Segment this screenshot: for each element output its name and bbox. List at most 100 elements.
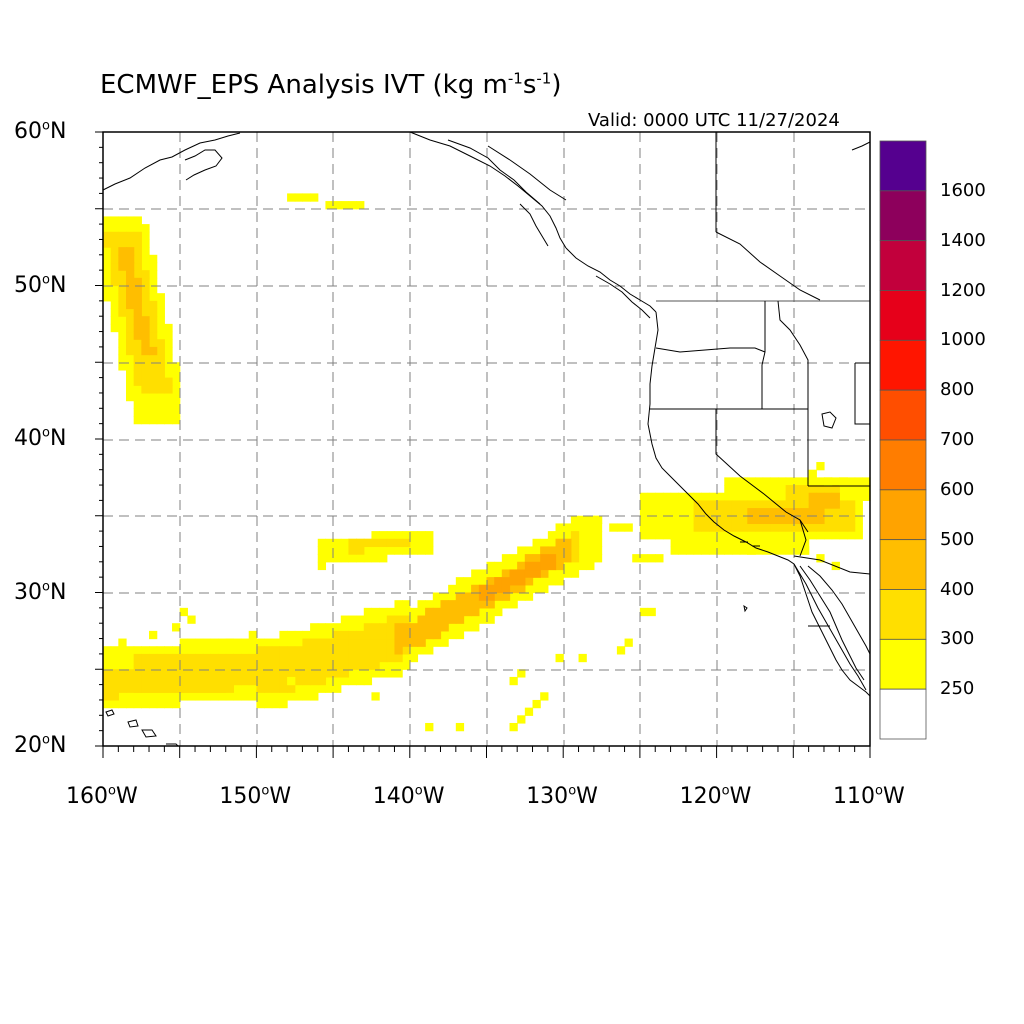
ivt-cell bbox=[463, 607, 472, 617]
lat-label-hemisphere: N bbox=[49, 733, 67, 758]
ivt-cell bbox=[839, 485, 848, 494]
ivt-cell bbox=[133, 346, 142, 356]
ivt-cell bbox=[578, 561, 587, 571]
ivt-cell bbox=[716, 546, 725, 555]
ivt-cell bbox=[394, 630, 403, 640]
colorbar-swatch bbox=[879, 290, 927, 341]
ivt-cell bbox=[149, 377, 158, 386]
ivt-cell bbox=[739, 531, 748, 540]
ivt-cell bbox=[800, 508, 810, 517]
ivt-cell bbox=[586, 515, 595, 525]
ivt-cell bbox=[494, 577, 503, 586]
ivt-cell bbox=[248, 646, 257, 655]
ivt-cell bbox=[716, 531, 725, 540]
ivt-cell bbox=[141, 254, 150, 264]
ivt-cell bbox=[133, 224, 142, 233]
ivt-cell bbox=[762, 515, 771, 525]
ivt-cell bbox=[126, 661, 135, 670]
degree-symbol: o bbox=[261, 783, 270, 799]
ivt-cell bbox=[356, 661, 365, 670]
ivt-cell bbox=[302, 676, 311, 686]
ivt-cell bbox=[126, 323, 135, 333]
ivt-cell bbox=[670, 492, 679, 501]
ivt-cell bbox=[517, 592, 526, 601]
ivt-cell bbox=[333, 653, 342, 663]
ivt-cell bbox=[417, 607, 426, 617]
ivt-cell bbox=[271, 653, 281, 663]
ivt-cell bbox=[202, 661, 211, 670]
ivt-cell bbox=[287, 638, 296, 647]
lon-label-value: 110 bbox=[833, 784, 875, 809]
ivt-cell bbox=[317, 646, 327, 655]
ivt-cell bbox=[478, 600, 488, 609]
ivt-cell bbox=[478, 615, 488, 624]
ivt-cell bbox=[118, 669, 127, 678]
ivt-cell bbox=[823, 508, 833, 517]
ivt-cell bbox=[440, 592, 449, 601]
ivt-cell bbox=[164, 415, 173, 425]
ivt-cell bbox=[363, 554, 373, 563]
ivt-cell bbox=[149, 415, 158, 425]
ivt-cell bbox=[509, 600, 518, 609]
ivt-cell bbox=[402, 638, 411, 647]
ivt-cell bbox=[693, 500, 702, 509]
ivt-cell bbox=[149, 277, 158, 287]
ivt-cell bbox=[164, 408, 173, 417]
ivt-cell bbox=[770, 546, 779, 555]
ivt-cell bbox=[294, 630, 304, 640]
ivt-cell bbox=[701, 531, 710, 540]
ivt-cell bbox=[800, 492, 810, 501]
ivt-cell bbox=[501, 569, 511, 578]
ivt-cell bbox=[570, 538, 580, 548]
ivt-cell bbox=[141, 699, 150, 709]
lon-label-value: 130 bbox=[526, 784, 569, 809]
ivt-cell bbox=[409, 538, 419, 548]
ivt-cell bbox=[831, 523, 840, 532]
ivt-cell bbox=[141, 676, 150, 686]
ivt-cell bbox=[363, 538, 373, 548]
ivt-cell bbox=[149, 661, 158, 670]
ivt-cell bbox=[348, 669, 357, 678]
ivt-cell bbox=[210, 638, 219, 647]
ivt-cell bbox=[310, 193, 319, 202]
ivt-cell bbox=[402, 615, 411, 624]
ivt-cell bbox=[555, 538, 564, 548]
ivt-cell bbox=[501, 577, 511, 586]
ivt-cell bbox=[133, 699, 142, 709]
ivt-cell bbox=[555, 546, 564, 555]
ivt-cell bbox=[793, 515, 802, 525]
ivt-cell bbox=[310, 653, 319, 663]
colorbar-swatch bbox=[879, 190, 927, 242]
ivt-cell bbox=[555, 653, 564, 663]
ivt-cell bbox=[118, 277, 127, 287]
ivt-cell bbox=[823, 485, 833, 494]
ivt-cell bbox=[701, 492, 710, 501]
ivt-cell bbox=[402, 600, 411, 609]
ivt-cell bbox=[816, 515, 825, 525]
colorbar-swatch bbox=[879, 140, 927, 192]
ivt-cell bbox=[333, 684, 342, 693]
ivt-cell bbox=[379, 653, 388, 663]
ivt-cell bbox=[777, 508, 787, 517]
ivt-cell bbox=[570, 523, 580, 532]
ivt-cell bbox=[164, 354, 173, 363]
degree-symbol: o bbox=[875, 783, 883, 799]
ivt-cell bbox=[793, 492, 802, 501]
ivt-cell bbox=[693, 523, 702, 532]
ivt-cell bbox=[524, 569, 534, 578]
ivt-cell bbox=[149, 669, 158, 678]
ivt-cell bbox=[463, 600, 472, 609]
ivt-cell bbox=[770, 515, 779, 525]
ivt-cell bbox=[133, 331, 142, 340]
ivt-cell bbox=[417, 615, 426, 624]
ivt-cell bbox=[639, 500, 649, 509]
ivt-cell bbox=[103, 247, 112, 256]
ivt-cell bbox=[156, 346, 165, 356]
ivt-cell bbox=[417, 538, 426, 548]
ivt-cell bbox=[133, 254, 142, 264]
colorbar-swatch bbox=[879, 489, 927, 541]
ivt-cell bbox=[294, 661, 304, 670]
ivt-cell bbox=[785, 546, 794, 555]
ivt-cell bbox=[716, 492, 725, 501]
ivt-cell bbox=[271, 676, 281, 686]
